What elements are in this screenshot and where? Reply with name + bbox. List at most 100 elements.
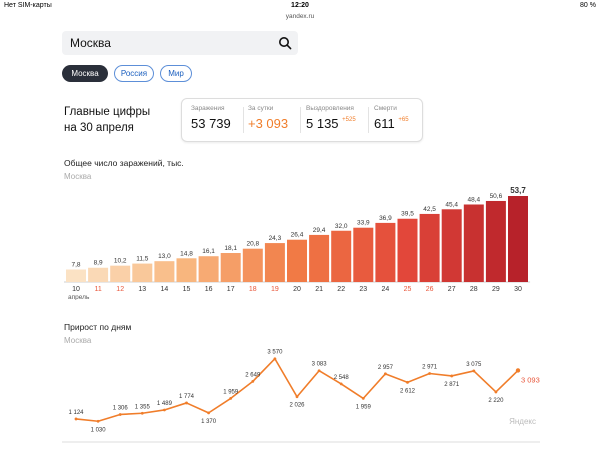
divider <box>300 107 301 133</box>
stat-recovered-value: 5 135 <box>306 116 339 131</box>
data-point[interactable] <box>384 372 387 376</box>
bar[interactable] <box>88 267 109 282</box>
tab-world[interactable]: Мир <box>160 65 192 82</box>
bar[interactable] <box>66 269 86 282</box>
stats-card: Заражения 53 739 За сутки +3 093 Выздоро… <box>181 98 423 142</box>
data-point[interactable] <box>96 419 100 423</box>
total-chart-region: Москва <box>64 172 92 181</box>
point-value-label: 3 083 <box>312 362 328 368</box>
tab-moscow[interactable]: Москва <box>62 65 108 82</box>
stat-deaths-label: Смерти <box>374 105 397 112</box>
bar-value-label: 48,4 <box>467 196 480 203</box>
point-value-label: 1 489 <box>157 401 173 407</box>
search-box[interactable]: Москва <box>62 31 298 55</box>
bar[interactable] <box>353 227 374 282</box>
point-value-label: 3 093 <box>521 375 540 384</box>
x-tick-label: 27 <box>448 286 456 293</box>
bar-value-label: 18,1 <box>224 245 237 252</box>
data-point[interactable] <box>251 380 255 383</box>
bar[interactable] <box>397 218 418 282</box>
bar-value-label: 8,9 <box>94 260 103 267</box>
x-tick-label: 29 <box>492 286 500 293</box>
data-point[interactable] <box>140 411 144 415</box>
data-point[interactable] <box>118 413 122 416</box>
data-point[interactable] <box>494 390 498 394</box>
stat-daily-value: +3 093 <box>248 116 289 131</box>
bar-value-label: 36,9 <box>379 215 392 222</box>
x-tick-label: 13 <box>138 286 146 293</box>
bar[interactable] <box>154 261 175 282</box>
data-point[interactable] <box>515 368 521 373</box>
data-point[interactable] <box>163 408 166 412</box>
data-point[interactable] <box>207 411 211 415</box>
bar-value-label: 16,1 <box>202 248 215 255</box>
bar[interactable] <box>375 222 396 282</box>
bar[interactable] <box>176 258 197 282</box>
stat-recovered-row: 5 135 +525 <box>306 116 356 131</box>
carrier-label: Нет SIM-карты <box>4 2 52 9</box>
search-icon[interactable] <box>278 36 292 50</box>
bar[interactable] <box>309 234 330 282</box>
point-value-label: 1 355 <box>135 404 151 410</box>
point-value-label: 1 030 <box>91 427 107 433</box>
data-point[interactable] <box>450 374 454 378</box>
bar[interactable] <box>198 256 219 282</box>
yandex-watermark: Яндекс <box>509 417 536 426</box>
stat-cases-value: 53 739 <box>191 116 231 131</box>
data-point[interactable] <box>472 369 476 373</box>
data-point[interactable] <box>406 380 409 384</box>
stat-recovered: Выздоровления 5 135 +525 <box>306 105 356 131</box>
data-point[interactable] <box>428 372 431 375</box>
x-tick-label: 23 <box>359 286 367 293</box>
x-tick-label: 18 <box>249 286 257 293</box>
data-point[interactable] <box>229 396 233 400</box>
x-tick-label: 22 <box>337 286 345 293</box>
point-value-label: 3 570 <box>267 350 283 356</box>
search-input[interactable]: Москва <box>70 36 111 50</box>
bar-value-label: 7,8 <box>71 262 80 269</box>
data-point[interactable] <box>317 369 321 373</box>
tab-russia[interactable]: Россия <box>114 65 154 82</box>
stat-deaths-value: 611 <box>374 116 395 131</box>
bar[interactable] <box>242 248 263 282</box>
data-point[interactable] <box>361 396 365 400</box>
bar-value-label: 33,9 <box>357 220 370 227</box>
point-value-label: 3 075 <box>466 362 482 368</box>
bar-value-label: 29,4 <box>313 227 326 234</box>
x-tick-label: 20 <box>293 286 301 293</box>
clock: 12:20 <box>291 2 309 9</box>
bar[interactable] <box>220 253 241 282</box>
data-point[interactable] <box>273 357 277 361</box>
x-tick-label: 25 <box>404 286 412 293</box>
x-tick-label: 10 <box>72 286 80 293</box>
point-value-label: 2 871 <box>444 382 460 388</box>
bar[interactable] <box>419 213 440 282</box>
bar-value-label: 32,0 <box>335 223 348 230</box>
summary-title-date: на 30 апреля <box>64 122 134 134</box>
data-point[interactable] <box>339 382 343 386</box>
point-value-label: 1 306 <box>113 405 129 411</box>
total-cases-chart: 7,8 10 8,9 11 10,2 12 11,5 13 13,0 14 14,8 15 16,1 16… <box>64 186 531 300</box>
x-tick-label: 26 <box>426 286 434 293</box>
bar[interactable] <box>441 209 462 282</box>
bar[interactable] <box>287 239 307 282</box>
bar[interactable] <box>132 263 153 282</box>
address-bar-url[interactable]: yandex.ru <box>285 13 315 20</box>
point-value-label: 1 370 <box>201 419 217 425</box>
daily-growth-chart: 1 124 1 030 1 306 1 355 1 489 1 774 1 370 1 959… <box>62 350 540 443</box>
bar[interactable] <box>331 230 352 282</box>
bar-value-label: 50,6 <box>490 193 503 200</box>
data-point[interactable] <box>295 395 299 399</box>
point-value-label: 1 959 <box>356 404 372 410</box>
data-point[interactable] <box>74 417 78 421</box>
bar[interactable] <box>110 265 131 282</box>
bar[interactable] <box>463 204 484 282</box>
bar[interactable] <box>485 200 506 282</box>
bar-value-label: 24,3 <box>269 235 282 242</box>
bar[interactable] <box>508 196 528 282</box>
bar-value-label: 11,5 <box>136 256 149 263</box>
data-point[interactable] <box>185 401 188 405</box>
month-label: апрель <box>68 294 90 300</box>
bar[interactable] <box>264 243 285 282</box>
x-tick-label: 11 <box>94 286 101 293</box>
